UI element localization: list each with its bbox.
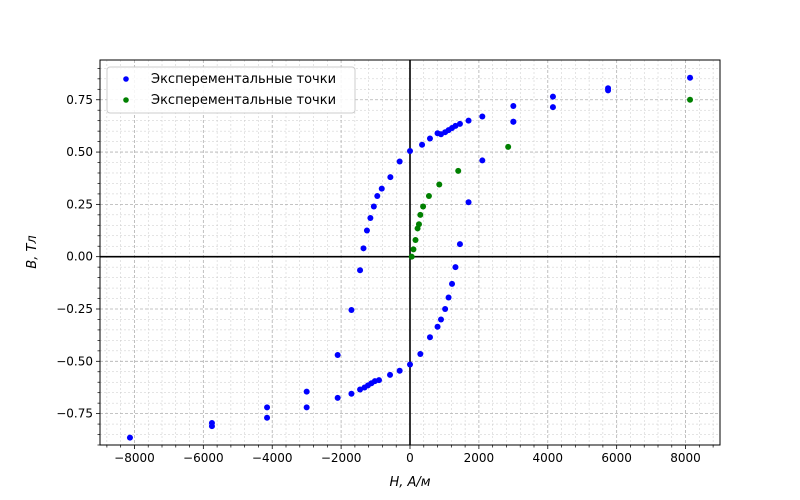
data-point-blue [370,203,377,210]
data-point-blue [348,307,355,314]
y-tick-label: 0.25 [66,197,93,211]
legend-label-green: Эксперементальные точки [151,93,336,108]
x-tick-label: 0 [406,451,414,465]
y-axis-label: B, Тл [25,235,40,268]
legend-marker-blue [123,76,129,82]
data-point-blue [456,120,463,127]
data-point-blue [452,264,459,271]
data-point-blue [126,434,133,441]
data-point-blue [438,316,444,323]
x-tick-label: 4000 [533,451,564,465]
data-point-blue [510,118,517,125]
y-tick-label: −0.50 [56,354,93,368]
x-tick-label: −4000 [252,451,293,465]
legend-box [106,66,356,114]
y-tick-label: −0.25 [56,302,93,316]
x-tick-label: −8000 [114,451,155,465]
legend: Эксперементальные точки Эксперементальны… [106,66,356,114]
data-point-blue [449,280,456,287]
data-point-blue [434,130,441,137]
major-grid [100,60,720,445]
data-point-green [505,143,512,150]
data-point-blue [417,350,424,357]
y-tick-label: 0.75 [66,93,93,107]
x-tick-label: −2000 [321,451,362,465]
data-point-blue [387,174,394,181]
data-point-blue [465,117,472,124]
data-point-blue [303,388,310,395]
data-point-blue [510,103,517,110]
data-point-blue [549,104,556,111]
data-point-green [412,236,419,243]
data-point-blue [357,386,364,393]
data-point-blue [442,305,449,312]
y-axis-ticks: −0.75 −0.50 −0.25 0.00 0.25 0.50 0.75 [56,68,100,446]
data-point-blue [264,414,271,421]
data-point-blue [479,113,486,120]
data-point-blue [360,245,367,252]
data-point-blue [456,241,463,248]
x-tick-label: 8000 [670,451,701,465]
data-point-blue [687,74,694,81]
data-point-green [425,193,432,200]
x-tick-label: 2000 [464,451,495,465]
data-point-blue [208,423,215,430]
data-point-blue [434,323,441,330]
data-point-blue [465,199,472,206]
legend-marker-green [123,97,129,103]
data-point-blue [396,367,403,374]
data-point-green [417,211,424,218]
data-point-blue [407,148,413,155]
data-point-blue [363,227,370,234]
data-point-blue [479,157,486,164]
data-point-blue [357,267,364,274]
y-tick-label: 0.50 [66,145,93,159]
data-point-green [410,246,417,253]
data-point-blue [426,135,433,142]
data-point-green [420,203,427,210]
legend-label-blue: Эксперементальные точки [151,72,336,87]
y-tick-label: 0.00 [66,250,93,264]
data-point-blue [605,87,612,94]
data-point-blue [264,404,271,411]
plot-area [99,59,721,446]
data-point-green [455,167,462,174]
x-axis-label: H, А/м [389,475,430,490]
data-point-green [408,253,415,260]
data-point-blue [407,361,413,368]
y-tick-label: −0.75 [56,407,93,421]
data-point-green [436,181,443,188]
data-point-blue [426,334,433,341]
x-axis-ticks: −8000 −6000 −4000 −2000 0 2000 4000 6000 8000 [106,445,714,465]
data-points [126,74,694,441]
data-point-blue [396,158,403,165]
data-point-blue [549,93,556,100]
data-point-blue [303,404,310,411]
data-point-blue [445,294,452,301]
x-tick-label: 6000 [601,451,632,465]
data-point-blue [367,214,374,221]
data-point-blue [419,141,426,148]
data-point-blue [387,371,394,378]
data-point-blue [334,352,341,359]
data-point-blue [374,193,381,200]
data-point-blue [378,185,385,192]
data-point-blue [376,377,382,384]
data-point-green [687,96,694,103]
data-point-blue [334,394,341,401]
data-point-green [414,225,421,232]
data-point-blue [348,390,355,397]
x-tick-label: −6000 [183,451,224,465]
